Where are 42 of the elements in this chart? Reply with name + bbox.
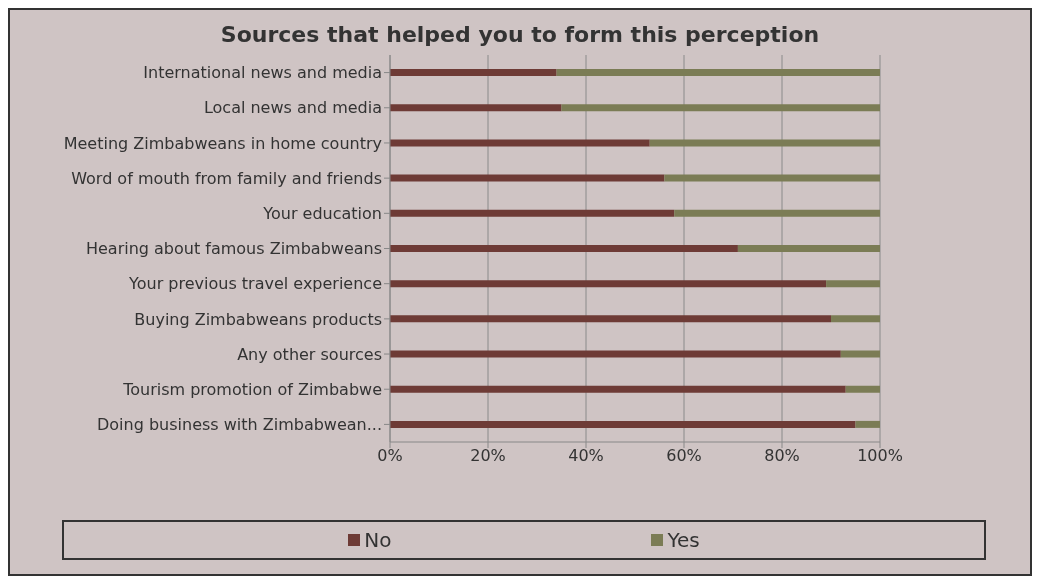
y-tick-label: Meeting Zimbabweans in home country (63, 133, 382, 153)
bar (561, 104, 880, 112)
bar (855, 420, 880, 428)
y-tick-label: Local news and media (203, 98, 382, 118)
x-tick-label: 60% (666, 446, 702, 466)
y-tick-label: Tourism promotion of Zimbabwe (122, 379, 382, 399)
bar (390, 315, 831, 323)
bar (390, 174, 665, 182)
y-tick-label: Word of mouth from family and friends (71, 168, 382, 188)
bar (390, 420, 856, 428)
y-tick-label: International news and media (143, 63, 382, 83)
x-tick-label: 100% (857, 446, 903, 466)
bar (390, 350, 841, 358)
bar (390, 104, 562, 112)
y-tick-label: Your previous travel experience (128, 274, 382, 294)
bar (664, 174, 880, 182)
chart-title: Sources that helped you to form this perception (219, 21, 821, 47)
legend-label: No (363, 528, 392, 552)
bar (390, 385, 846, 393)
bar (840, 350, 880, 358)
bar (390, 139, 650, 147)
x-tick-label: 40% (568, 446, 604, 466)
bar (674, 209, 880, 217)
bar (649, 139, 880, 147)
bar (845, 385, 880, 393)
x-tick-label: 0% (377, 446, 403, 466)
bar (390, 280, 827, 288)
bar (737, 244, 880, 252)
bar (390, 69, 557, 77)
y-tick-label: Doing business with Zimbabwean... (96, 415, 382, 435)
y-tick-label: Your education (262, 204, 382, 223)
y-tick-label: Hearing about famous Zimbabweans (85, 239, 382, 259)
bar (826, 280, 880, 288)
bar (831, 315, 880, 323)
bar (390, 209, 675, 217)
y-tick-label: Buying Zimbabweans products (134, 309, 382, 329)
x-tick-label: 20% (470, 446, 506, 466)
legend-label: Yes (666, 528, 700, 552)
bar (390, 244, 738, 252)
y-tick-label: Any other sources (237, 344, 382, 364)
bar (556, 69, 880, 77)
x-tick-label: 80% (764, 446, 800, 466)
